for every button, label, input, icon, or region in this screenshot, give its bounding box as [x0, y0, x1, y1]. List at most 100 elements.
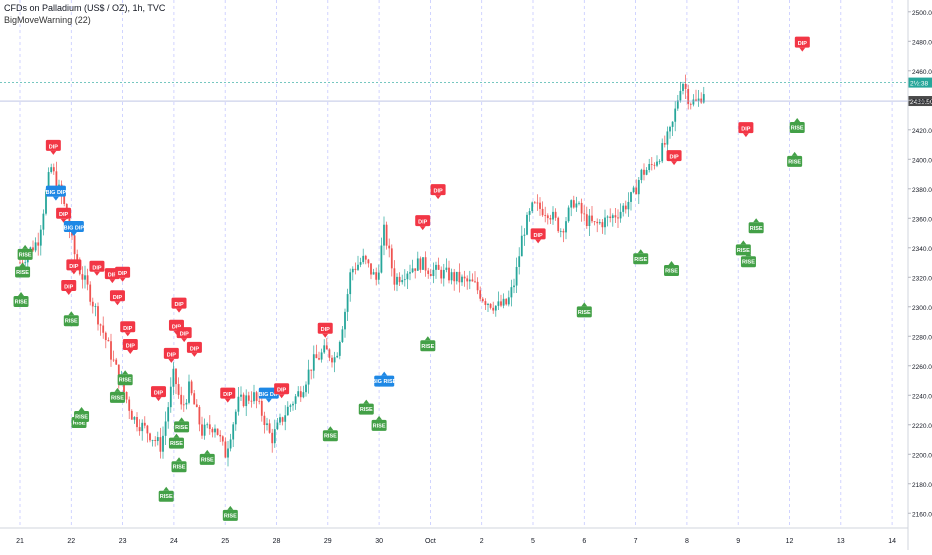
marker-pointer [278, 394, 285, 399]
candle-body [526, 214, 528, 235]
y-tick-label: 2360.00 [912, 216, 932, 223]
candle-body [396, 276, 398, 285]
marker-pointer [227, 505, 234, 510]
candle-body [112, 359, 115, 361]
candle-body [445, 267, 448, 270]
marker-pointer [637, 249, 644, 254]
candle-body [390, 248, 393, 269]
dip-marker: DIP [415, 215, 431, 231]
marker-bg [740, 256, 756, 268]
candle-body [325, 345, 328, 350]
indicator-label[interactable]: BigMoveWarning (22) [4, 15, 91, 25]
marker-bg [430, 184, 446, 196]
candle-body [24, 262, 27, 264]
marker-label: DIP [108, 273, 118, 279]
candle-body [240, 394, 242, 397]
marker-label: RISE [742, 260, 755, 266]
candle-body [648, 164, 651, 170]
x-tick-label: 8 [685, 538, 689, 545]
marker-label: RISE [160, 494, 173, 500]
candle-body [156, 437, 159, 442]
marker-label: DIP [59, 212, 69, 218]
candle-body [307, 369, 310, 385]
candle-body [640, 169, 643, 181]
marker-bg [664, 265, 680, 277]
candle-body [562, 230, 565, 233]
candle-body [146, 425, 149, 434]
candle-body [588, 215, 591, 227]
marker-pointer [363, 399, 370, 404]
dip-marker: DIP [61, 279, 77, 295]
marker-label: DIP [798, 41, 808, 47]
rise-marker: RISE [17, 244, 33, 260]
x-tick-label: 5 [531, 538, 535, 545]
candle-body [175, 368, 177, 385]
marker-pointer [745, 252, 752, 257]
rise-marker: RISE [576, 302, 592, 318]
marker-pointer [22, 244, 29, 249]
candle-body [544, 215, 547, 217]
dip-marker: BIG DIP [259, 387, 279, 403]
candle-body [198, 407, 201, 425]
candle-body [190, 381, 193, 394]
marker-label: RISE [75, 415, 88, 421]
candle-body [169, 386, 172, 408]
marker-label: RISE [170, 441, 183, 447]
marker-bg [45, 139, 61, 151]
marker-pointer [327, 426, 334, 431]
candle-body [34, 242, 37, 251]
candle-body [604, 217, 606, 228]
marker-pointer [173, 433, 180, 438]
candle-body [136, 417, 138, 428]
candle-body [133, 417, 136, 420]
marker-label: RISE [173, 465, 186, 471]
rise-marker: RISE [358, 399, 374, 415]
marker-bg [13, 296, 29, 308]
marker-bg [199, 453, 215, 465]
candle-body [682, 83, 684, 91]
rise-marker: RISE [199, 449, 215, 465]
candle-body [45, 191, 47, 214]
candle-body [401, 280, 404, 283]
dip-marker: DIP [115, 266, 131, 282]
marker-pointer [191, 352, 198, 357]
y-tick-label: 2440.00 [912, 98, 932, 105]
marker-pointer [168, 358, 175, 363]
marker-label: RISE [324, 434, 337, 440]
marker-pointer [119, 277, 126, 282]
candle-body [221, 436, 224, 442]
rise-marker: RISE [787, 151, 803, 167]
candle-body [331, 357, 333, 363]
marker-pointer [18, 292, 25, 297]
candle-body [284, 415, 287, 422]
marker-pointer [435, 195, 442, 200]
candle-body [128, 399, 131, 411]
rise-marker: RISE [15, 262, 31, 278]
marker-pointer [70, 270, 77, 275]
candle-body [159, 437, 162, 452]
candle-body [619, 211, 622, 219]
candle-body [591, 215, 593, 222]
marker-pointer [178, 417, 185, 422]
candle-body [164, 421, 167, 436]
candle-body [167, 407, 170, 422]
candle-body [455, 271, 458, 282]
candle-body [609, 216, 612, 219]
marker-bg [109, 290, 125, 302]
rise-marker: RISE [748, 218, 764, 234]
candle-body [229, 439, 232, 449]
dip-marker: DIP [56, 207, 72, 223]
candle-body [533, 202, 536, 204]
candle-body [138, 427, 141, 432]
candle-body [435, 264, 437, 270]
candle-body [676, 100, 679, 109]
candle-body [437, 264, 440, 270]
marker-pointer [176, 308, 183, 313]
dip-marker: BIG DIP [46, 185, 66, 201]
y-tick-label: 2220.00 [912, 423, 932, 430]
candle-body [406, 273, 409, 280]
marker-bg [787, 155, 803, 167]
